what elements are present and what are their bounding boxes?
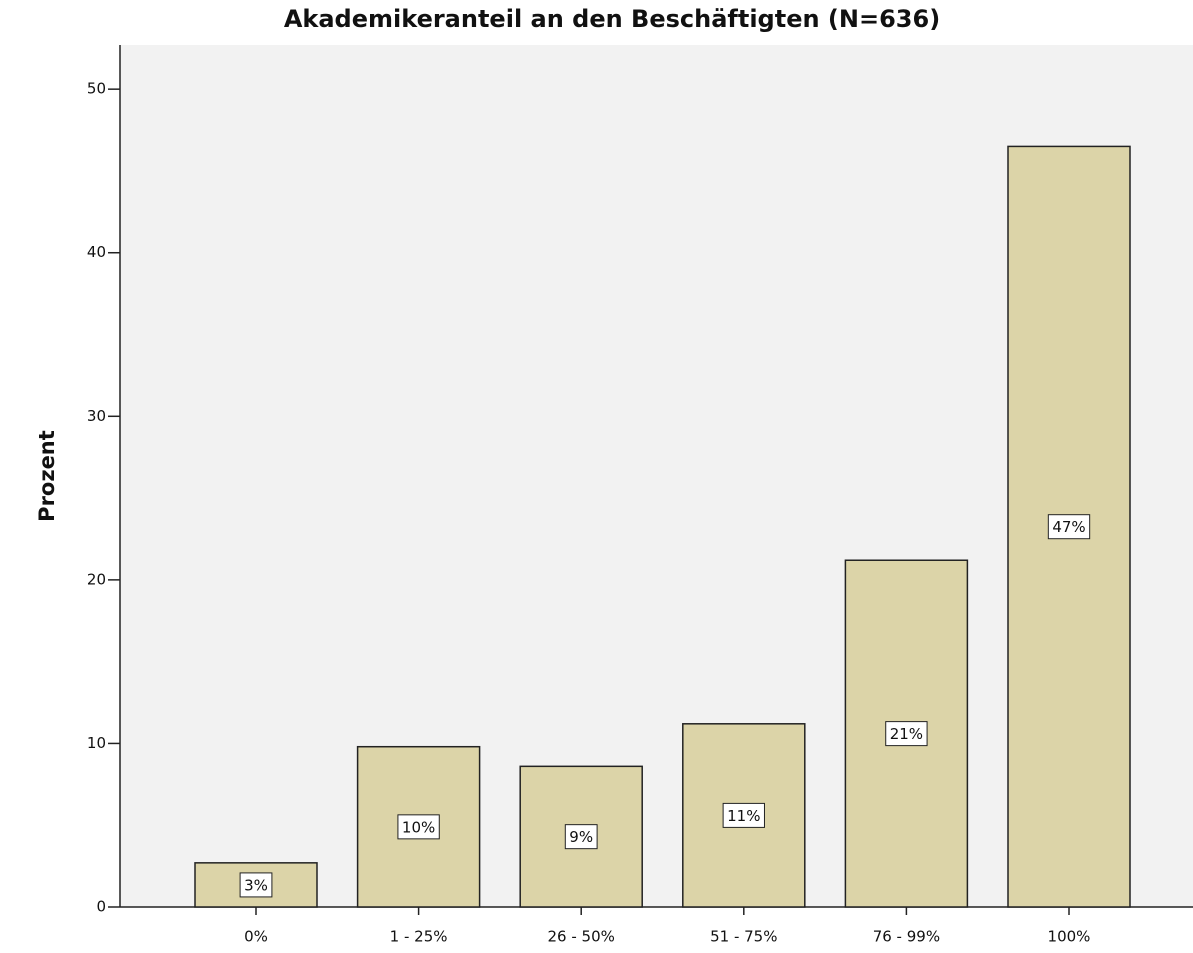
chart-title: Akademikeranteil an den Beschäftigten (N… [284, 5, 940, 33]
value-label-box [1047, 514, 1091, 540]
value-label: 11% [727, 807, 760, 825]
x-tick-label: 76 - 99% [873, 928, 940, 946]
x-tick-label: 1 - 25% [390, 928, 448, 946]
y-tick-label: 30 [87, 407, 106, 425]
y-tick-label: 20 [87, 570, 106, 588]
y-tick-label: 0 [96, 898, 106, 916]
x-tick-label: 51 - 75% [710, 928, 777, 946]
value-label-box [239, 872, 273, 898]
value-label: 3% [244, 876, 268, 894]
x-tick-label: 100% [1048, 928, 1091, 946]
value-label: 9% [569, 828, 593, 846]
y-tick-label: 10 [87, 734, 106, 752]
value-label: 10% [402, 818, 435, 836]
value-label-box [885, 721, 928, 747]
value-label-box [722, 802, 765, 828]
value-label: 47% [1052, 518, 1085, 536]
value-label-box [564, 824, 598, 850]
value-label: 21% [890, 725, 923, 743]
y-tick-label: 50 [87, 80, 106, 98]
value-label-box [397, 814, 440, 840]
x-tick-label: 26 - 50% [548, 928, 615, 946]
y-tick-label: 40 [87, 243, 106, 261]
x-tick-label: 0% [244, 928, 268, 946]
y-axis-label: Prozent [35, 430, 59, 522]
